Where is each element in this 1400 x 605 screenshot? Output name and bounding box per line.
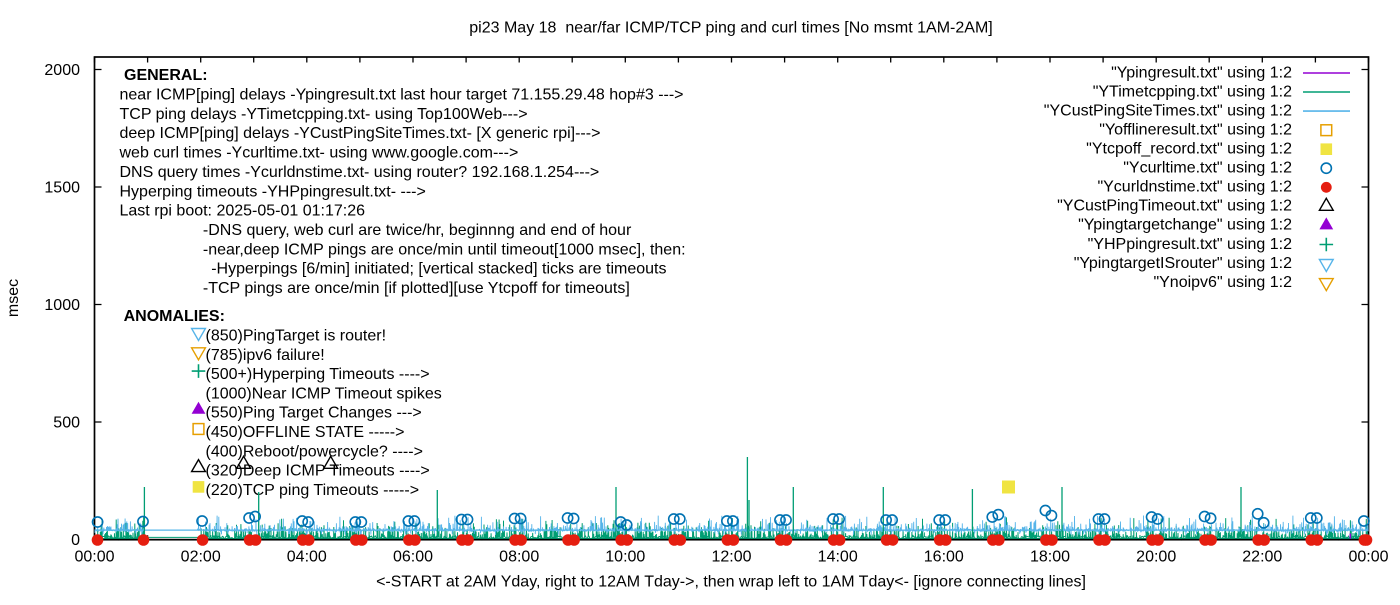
svg-text:08:00: 08:00 [499,549,539,566]
svg-text:TCP ping delays -YTimetcpping.: TCP ping delays -YTimetcpping.txt- using… [120,106,528,123]
svg-text:12:00: 12:00 [711,549,751,566]
svg-text:04:00: 04:00 [287,549,327,566]
svg-text:pi23 May 18 near/far ICMP/TCP: pi23 May 18 near/far ICMP/TCP ping and c… [469,20,992,37]
svg-text:"Ycurldnstime.txt" using 1:2: "Ycurldnstime.txt" using 1:2 [1097,179,1292,196]
svg-text:500: 500 [53,415,80,432]
svg-text:20:00: 20:00 [1136,549,1176,566]
svg-text:(1000)Near ICMP Timeout spikes: (1000)Near ICMP Timeout spikes [206,385,442,402]
svg-text:18:00: 18:00 [1030,549,1070,566]
svg-text:deep ICMP[ping] delays -YCustP: deep ICMP[ping] delays -YCustPingSiteTim… [120,125,601,142]
svg-text:near ICMP[ping] delays -Ypingr: near ICMP[ping] delays -Ypingresult.txt … [120,87,684,104]
svg-text:02:00: 02:00 [181,549,221,566]
svg-text:"YpingtargetISrouter" using 1:: "YpingtargetISrouter" using 1:2 [1074,255,1292,272]
svg-text:06:00: 06:00 [393,549,433,566]
svg-text:22:00: 22:00 [1242,549,1282,566]
svg-text:"YCustPingTimeout.txt" using 1: "YCustPingTimeout.txt" using 1:2 [1057,198,1292,215]
svg-text:2000: 2000 [44,62,80,79]
svg-text:00:00: 00:00 [74,549,114,566]
svg-text:14:00: 14:00 [818,549,858,566]
svg-text:"Ypingtargetchange" using 1:2: "Ypingtargetchange" using 1:2 [1078,217,1292,234]
svg-text:16:00: 16:00 [924,549,964,566]
svg-text:-Hyperpings [6/min] initiated;: -Hyperpings [6/min] initiated; [vertical… [211,261,666,278]
svg-text:GENERAL:: GENERAL: [124,67,208,84]
svg-text:ANOMALIES:: ANOMALIES: [124,308,225,325]
svg-text:msec: msec [5,279,22,317]
svg-text:0: 0 [71,532,80,549]
svg-text:-TCP pings are once/min [if pl: -TCP pings are once/min [if plotted][use… [203,280,630,297]
svg-text:<-START at 2AM Yday, right to: <-START at 2AM Yday, right to 12AM Tday-… [376,574,1086,591]
svg-text:(320)Deep ICMP Timeouts ---->: (320)Deep ICMP Timeouts ----> [206,463,430,480]
svg-text:(450)OFFLINE STATE ----->: (450)OFFLINE STATE -----> [206,424,405,441]
svg-text:"Ycurltime.txt" using 1:2: "Ycurltime.txt" using 1:2 [1123,160,1292,177]
svg-text:-DNS query, web curl are twice: -DNS query, web curl are twice/hr, begin… [203,222,632,239]
svg-text:10:00: 10:00 [605,549,645,566]
svg-text:"Ynoipv6" using 1:2: "Ynoipv6" using 1:2 [1153,274,1292,291]
svg-text:Hyperping timeouts -YHPpingres: Hyperping timeouts -YHPpingresult.txt- -… [120,183,426,200]
svg-text:(400)Reboot/powercycle? ---->: (400)Reboot/powercycle? ----> [206,443,423,460]
svg-text:1500: 1500 [44,180,80,197]
svg-text:(220)TCP ping Timeouts ----->: (220)TCP ping Timeouts -----> [206,482,420,499]
svg-text:(850)PingTarget is router!: (850)PingTarget is router! [206,328,387,345]
svg-text:-near,deep ICMP pings are once: -near,deep ICMP pings are once/min until… [203,241,686,258]
svg-text:"Yofflineresult.txt" using 1:2: "Yofflineresult.txt" using 1:2 [1099,122,1292,139]
svg-text:(550)Ping Target Changes --->: (550)Ping Target Changes ---> [206,405,422,422]
svg-text:"Ypingresult.txt" using 1:2: "Ypingresult.txt" using 1:2 [1111,64,1292,81]
svg-text:"YHPpingresult.txt" using 1:2: "YHPpingresult.txt" using 1:2 [1088,236,1292,253]
svg-text:Last rpi boot: 2025-05-01 01:1: Last rpi boot: 2025-05-01 01:17:26 [120,203,366,220]
svg-text:1000: 1000 [44,297,80,314]
svg-text:(785)ipv6 failure!: (785)ipv6 failure! [206,347,325,364]
svg-text:DNS query times -Ycurldnstime.: DNS query times -Ycurldnstime.txt- using… [120,164,600,181]
svg-text:(500+)Hyperping Timeouts ---->: (500+)Hyperping Timeouts ----> [206,366,430,383]
svg-text:web curl times -Ycurltime.txt-: web curl times -Ycurltime.txt- using www… [119,145,519,162]
svg-text:"YCustPingSiteTimes.txt" using: "YCustPingSiteTimes.txt" using 1:2 [1044,102,1292,119]
svg-text:00:00: 00:00 [1348,549,1388,566]
svg-text:"Ytcpoff_record.txt" using 1:2: "Ytcpoff_record.txt" using 1:2 [1086,141,1292,158]
svg-text:"YTimetcpping.txt" using 1:2: "YTimetcpping.txt" using 1:2 [1093,83,1292,100]
